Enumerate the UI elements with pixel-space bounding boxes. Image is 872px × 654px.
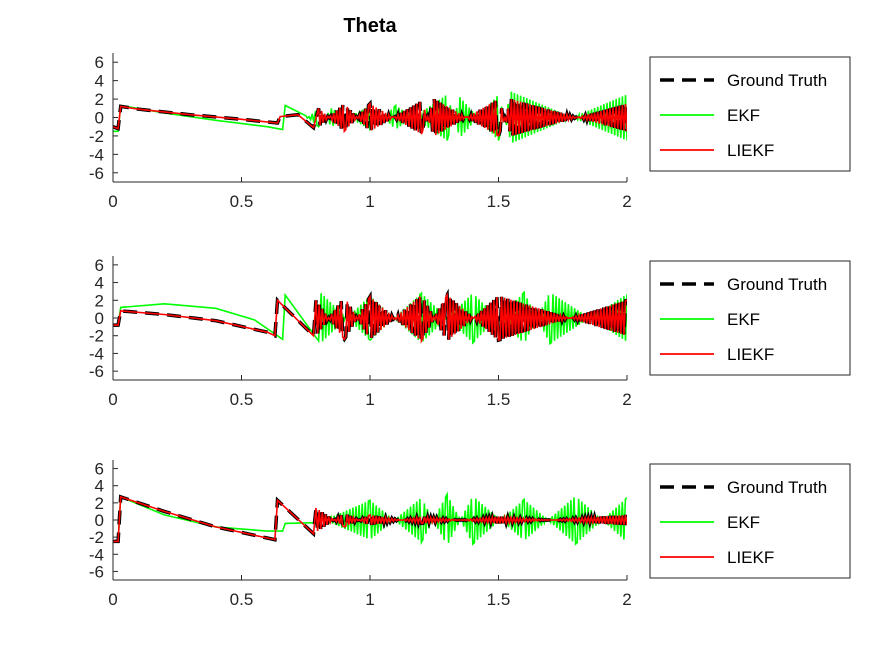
legend-label: Ground Truth	[727, 71, 827, 90]
x-tick-label: 1.5	[487, 390, 511, 409]
legend-box	[649, 56, 851, 172]
series-line-liekf	[113, 495, 627, 543]
y-tick-label: -2	[89, 127, 104, 146]
x-tick-label: 1.5	[487, 590, 511, 609]
legend-label: EKF	[727, 310, 760, 329]
legend-label: EKF	[727, 513, 760, 532]
legend: Ground Truth EKF LIEKF	[649, 56, 851, 172]
y-tick-label: 0	[95, 511, 104, 530]
series-line-liekf	[113, 99, 627, 138]
y-tick-label: 4	[95, 72, 104, 91]
legend-label: LIEKF	[727, 548, 774, 567]
x-tick-label: 0	[108, 590, 117, 609]
legend: Ground Truth EKF LIEKF	[649, 260, 851, 376]
x-tick-label: 0.5	[230, 590, 254, 609]
x-tick-label: 0	[108, 390, 117, 409]
figure-title: Theta	[343, 15, 397, 37]
legend-label: LIEKF	[727, 141, 774, 160]
legend-label: Ground Truth	[727, 275, 827, 294]
x-tick-label: 0.5	[230, 192, 254, 211]
x-tick-label: 1.5	[487, 192, 511, 211]
series-line-liekf	[113, 292, 627, 344]
x-tick-label: 0	[108, 192, 117, 211]
y-tick-label: 6	[95, 53, 104, 72]
y-tick-label: -2	[89, 327, 104, 346]
x-tick-label: 0.5	[230, 390, 254, 409]
x-tick-label: 2	[622, 390, 631, 409]
y-tick-label: -2	[89, 528, 104, 547]
x-tick-label: 1	[365, 390, 374, 409]
y-tick-label: 6	[95, 460, 104, 479]
y-tick-label: 0	[95, 109, 104, 128]
y-tick-label: -4	[89, 145, 104, 164]
x-tick-label: 1	[365, 192, 374, 211]
y-tick-label: -6	[89, 562, 104, 581]
legend-box	[649, 260, 851, 376]
legend: Ground Truth EKF LIEKF	[649, 463, 851, 579]
plot-area	[113, 288, 627, 348]
x-tick-label: 2	[622, 192, 631, 211]
y-tick-label: 2	[95, 90, 104, 109]
y-tick-label: 2	[95, 291, 104, 310]
y-tick-label: 4	[95, 274, 104, 293]
y-tick-label: -4	[89, 344, 104, 363]
y-tick-label: -4	[89, 545, 104, 564]
legend-label: EKF	[727, 106, 760, 125]
y-tick-label: 6	[95, 256, 104, 275]
y-tick-label: 2	[95, 494, 104, 513]
legend-label: Ground Truth	[727, 478, 827, 497]
y-tick-label: 4	[95, 477, 104, 496]
legend-label: LIEKF	[727, 345, 774, 364]
plot-area	[113, 491, 627, 546]
y-tick-label: 0	[95, 309, 104, 328]
y-tick-label: -6	[89, 164, 104, 183]
legend-box	[649, 463, 851, 579]
x-tick-label: 2	[622, 590, 631, 609]
x-tick-label: 1	[365, 590, 374, 609]
y-tick-label: -6	[89, 362, 104, 381]
plot-area	[113, 91, 627, 143]
